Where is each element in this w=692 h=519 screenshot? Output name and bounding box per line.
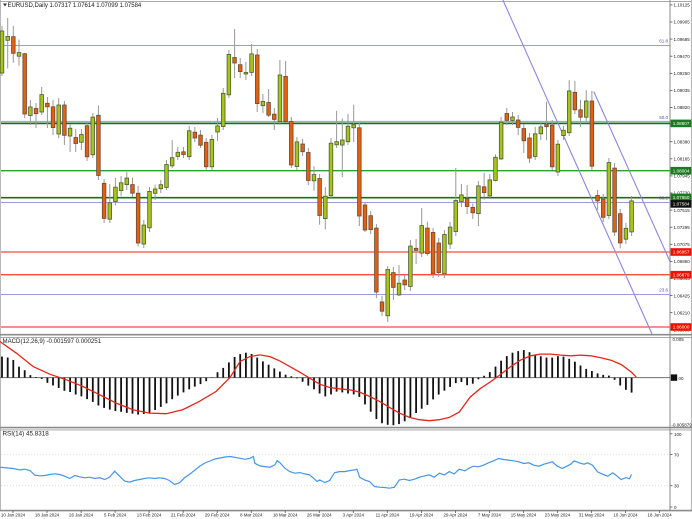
svg-text:11 Apr 2024: 11 Apr 2024 xyxy=(376,512,400,517)
svg-text:10 Jun 2024: 10 Jun 2024 xyxy=(613,512,638,517)
svg-text:1.08380: 1.08380 xyxy=(674,139,691,144)
svg-text:29 Feb 2024: 29 Feb 2024 xyxy=(205,512,230,517)
svg-text:MACD(12,26,9) -0.001597 0.0002: MACD(12,26,9) -0.001597 0.000251 xyxy=(3,338,102,345)
svg-text:10 Jan 2024: 10 Jan 2024 xyxy=(1,512,26,517)
svg-text:5 Feb 2024: 5 Feb 2024 xyxy=(104,512,127,517)
svg-text:1.08165: 1.08165 xyxy=(674,157,691,162)
svg-text:30: 30 xyxy=(674,484,680,489)
svg-text:1.06000: 1.06000 xyxy=(673,325,690,330)
svg-text:1.07515: 1.07515 xyxy=(674,208,691,213)
svg-text:7 May 2024: 7 May 2024 xyxy=(478,512,502,517)
svg-text:15 May 2024: 15 May 2024 xyxy=(511,512,537,517)
svg-text:1.09905: 1.09905 xyxy=(674,20,691,25)
svg-text:1.06210: 1.06210 xyxy=(674,310,691,315)
svg-text:21 Feb 2024: 21 Feb 2024 xyxy=(171,512,196,517)
svg-text:18 Jun 2024: 18 Jun 2024 xyxy=(648,512,673,517)
svg-text:1.08004: 1.08004 xyxy=(673,168,690,173)
svg-text:1.08820: 1.08820 xyxy=(674,105,691,110)
svg-text:18 Mar 2024: 18 Mar 2024 xyxy=(273,512,298,517)
svg-text:1.10125: 1.10125 xyxy=(674,3,691,8)
svg-text:1.08607: 1.08607 xyxy=(673,121,690,126)
svg-text:3 Apr 2024: 3 Apr 2024 xyxy=(343,512,365,517)
svg-text:-0.005879: -0.005879 xyxy=(672,423,692,428)
svg-text:1.07730: 1.07730 xyxy=(674,191,691,196)
svg-text:00: 00 xyxy=(679,376,685,381)
svg-text:1.06425: 1.06425 xyxy=(674,293,691,298)
svg-text:13 Feb 2024: 13 Feb 2024 xyxy=(137,512,162,517)
svg-text:1.09470: 1.09470 xyxy=(674,54,691,59)
svg-text:26 Jan 2024: 26 Jan 2024 xyxy=(69,512,94,517)
svg-text:1.07650: 1.07650 xyxy=(673,195,690,200)
svg-text:70: 70 xyxy=(674,453,680,458)
svg-text:8 Mar 2024: 8 Mar 2024 xyxy=(240,512,263,517)
svg-text:1.06645: 1.06645 xyxy=(674,276,691,281)
svg-text:29 Apr 2024: 29 Apr 2024 xyxy=(444,512,468,517)
svg-text:0: 0 xyxy=(674,505,677,510)
svg-text:1.06860: 1.06860 xyxy=(674,259,691,264)
svg-text:1.07584: 1.07584 xyxy=(673,202,690,207)
svg-text:23 May 2024: 23 May 2024 xyxy=(545,512,571,517)
svg-text:31 May 2024: 31 May 2024 xyxy=(579,512,605,517)
svg-text:19 Apr 2024: 19 Apr 2024 xyxy=(410,512,434,517)
svg-text:26 Mar 2024: 26 Mar 2024 xyxy=(307,512,332,517)
svg-text:50.0: 50.0 xyxy=(659,115,668,120)
svg-text:1.09250: 1.09250 xyxy=(674,71,691,76)
svg-text:1.09035: 1.09035 xyxy=(674,88,691,93)
svg-text:RSI(14) 45.8318: RSI(14) 45.8318 xyxy=(3,430,50,437)
svg-text:1.07295: 1.07295 xyxy=(674,225,691,230)
svg-text:100: 100 xyxy=(674,432,682,437)
svg-text:0.005: 0.005 xyxy=(673,337,685,342)
svg-text:EURUSD,Daily 1.07317 1.07614: EURUSD,Daily 1.07317 1.07614 1.07099 1.0… xyxy=(8,3,142,9)
svg-text:1.07075: 1.07075 xyxy=(674,242,691,247)
svg-text:1.07945: 1.07945 xyxy=(674,174,691,179)
svg-text:1.06670: 1.06670 xyxy=(673,272,690,277)
svg-text:23.6: 23.6 xyxy=(659,288,668,293)
svg-text:1.06957: 1.06957 xyxy=(673,250,690,255)
svg-text:38.2: 38.2 xyxy=(659,196,668,201)
svg-text:18 Jan 2024: 18 Jan 2024 xyxy=(35,512,60,517)
svg-text:61.8: 61.8 xyxy=(659,39,668,44)
svg-text:1.09685: 1.09685 xyxy=(674,37,691,42)
